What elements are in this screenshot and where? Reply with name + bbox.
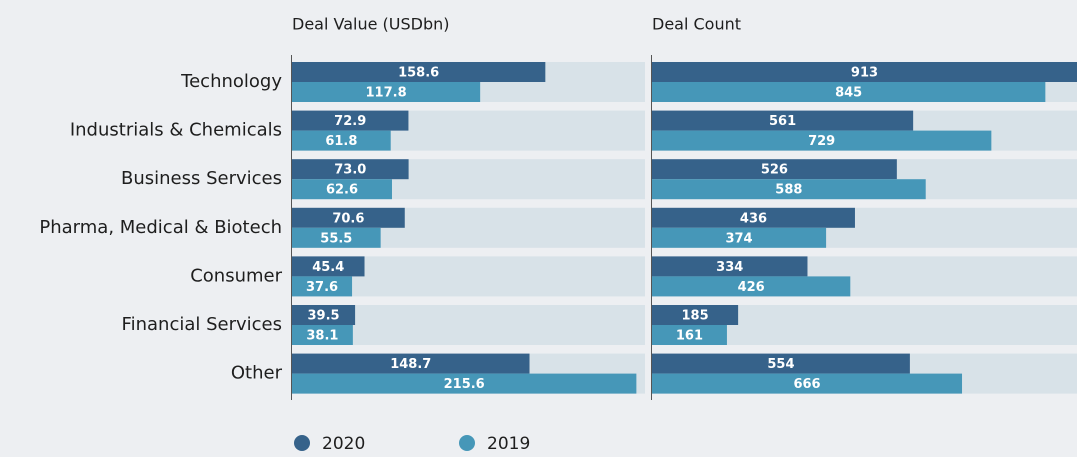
value-label: 117.8 xyxy=(366,86,407,101)
bar xyxy=(292,207,405,228)
bar xyxy=(652,207,855,228)
category-label: Consumer xyxy=(190,265,282,286)
value-label: 913 xyxy=(851,66,878,81)
value-label: 72.9 xyxy=(334,114,366,129)
value-label: 39.5 xyxy=(308,309,340,324)
bar xyxy=(652,353,910,374)
legend-swatch xyxy=(294,435,310,451)
category-label: Pharma, Medical & Biotech xyxy=(39,217,282,238)
bar xyxy=(652,305,739,325)
value-label: 55.5 xyxy=(320,231,352,246)
bar xyxy=(652,110,914,131)
value-label: 148.7 xyxy=(390,357,431,372)
value-label: 185 xyxy=(681,309,708,324)
bar xyxy=(652,179,926,200)
bar xyxy=(652,325,727,345)
value-label: 158.6 xyxy=(398,66,439,81)
bar xyxy=(292,373,637,394)
bar xyxy=(292,227,381,248)
bar xyxy=(292,276,353,297)
value-label: 70.6 xyxy=(332,211,364,226)
bar xyxy=(292,82,481,102)
panel-title: Deal Count xyxy=(652,15,741,34)
bar xyxy=(652,227,827,248)
legend-label: 2019 xyxy=(487,434,530,454)
bar xyxy=(292,159,409,180)
value-label: 426 xyxy=(738,280,765,295)
category-label: Financial Services xyxy=(122,314,282,335)
bar xyxy=(292,325,353,345)
value-label: 161 xyxy=(676,329,703,344)
bar xyxy=(292,256,365,277)
value-label: 526 xyxy=(761,163,788,178)
legend-swatch xyxy=(459,435,475,451)
value-label: 729 xyxy=(808,134,835,149)
value-label: 845 xyxy=(835,86,862,101)
panel-title: Deal Value (USDbn) xyxy=(292,15,450,34)
value-label: 436 xyxy=(740,211,767,226)
value-label: 334 xyxy=(716,260,743,275)
category-label: Industrials & Chemicals xyxy=(70,120,282,141)
value-label: 38.1 xyxy=(306,329,338,344)
value-label: 61.8 xyxy=(325,134,357,149)
bar xyxy=(292,130,391,151)
value-label: 45.4 xyxy=(312,260,344,275)
value-label: 561 xyxy=(769,114,796,129)
value-label: 554 xyxy=(767,357,794,372)
bar xyxy=(292,110,409,131)
category-label: Business Services xyxy=(121,168,282,189)
bar xyxy=(652,256,808,277)
category-label: Other xyxy=(231,363,283,384)
value-label: 666 xyxy=(793,377,820,392)
bar xyxy=(292,353,530,374)
value-label: 215.6 xyxy=(444,377,485,392)
bar xyxy=(652,62,1077,82)
bar xyxy=(652,82,1046,102)
bar xyxy=(652,276,851,297)
bar xyxy=(292,305,356,325)
bar xyxy=(292,62,546,82)
bar xyxy=(652,159,897,180)
value-label: 374 xyxy=(725,231,752,246)
bar xyxy=(652,373,963,394)
value-label: 37.6 xyxy=(306,280,338,295)
bar xyxy=(292,179,392,200)
value-label: 73.0 xyxy=(334,163,366,178)
bar xyxy=(652,130,992,151)
legend-label: 2020 xyxy=(322,434,365,454)
value-label: 588 xyxy=(775,183,802,198)
value-label: 62.6 xyxy=(326,183,358,198)
category-label: Technology xyxy=(180,71,282,92)
